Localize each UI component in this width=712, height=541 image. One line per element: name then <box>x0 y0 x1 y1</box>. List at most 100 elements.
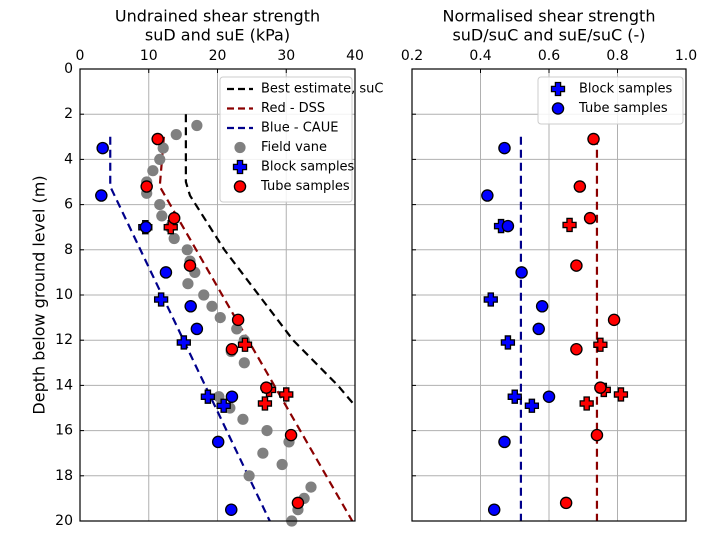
plot-frame <box>79 68 356 522</box>
legend-marker <box>551 102 565 115</box>
data-point <box>515 266 528 279</box>
data-point <box>237 413 249 425</box>
chart-title: Normalised shear strength <box>443 7 656 26</box>
data-point <box>613 387 629 402</box>
data-point <box>481 189 494 202</box>
data-point <box>279 387 294 402</box>
data-point <box>257 447 269 459</box>
y-tick-label: 20 <box>55 513 73 529</box>
y-tick-label: 0 <box>64 61 73 77</box>
x-tick-label: 20 <box>209 48 227 64</box>
data-point <box>260 381 273 394</box>
data-point <box>216 398 231 413</box>
data-point <box>206 300 218 312</box>
data-point <box>570 259 583 272</box>
data-point <box>590 428 604 442</box>
legend-label: Blue - CAUE <box>261 121 338 136</box>
data-point <box>163 220 178 235</box>
data-point <box>198 289 210 301</box>
legend-label: Block samples <box>261 160 355 175</box>
data-point <box>184 300 197 313</box>
data-point <box>305 481 317 493</box>
data-point <box>579 396 594 411</box>
legend-marker <box>233 180 247 193</box>
data-point <box>167 211 181 225</box>
data-point <box>95 189 108 202</box>
data-point <box>257 396 273 411</box>
data-point <box>231 313 245 327</box>
legend-box <box>537 76 684 125</box>
legend-marker <box>550 81 566 97</box>
data-point <box>190 322 204 336</box>
x-axis-label: suD/suC and suE/suC (-) <box>452 26 645 45</box>
data-point <box>140 180 153 193</box>
data-point <box>284 428 298 442</box>
data-point <box>483 292 498 307</box>
data-point <box>291 496 305 510</box>
data-point <box>231 323 243 335</box>
data-point <box>524 398 540 413</box>
data-point <box>224 503 238 516</box>
data-point <box>154 153 166 165</box>
data-point <box>593 337 608 352</box>
legend-label: Tube samples <box>578 101 668 116</box>
data-point <box>170 128 182 141</box>
data-point <box>583 211 597 225</box>
x-tick-label: 0 <box>76 48 85 64</box>
legend-label: Field vane <box>261 140 327 155</box>
y-tick-label: 14 <box>55 377 73 393</box>
plot-frame <box>411 68 687 522</box>
data-point <box>211 435 225 449</box>
data-point <box>200 389 216 404</box>
data-point <box>535 300 549 313</box>
data-point <box>276 458 288 471</box>
data-point <box>191 119 203 132</box>
data-point <box>487 503 501 516</box>
data-point <box>139 220 153 234</box>
x-tick-label: 10 <box>140 48 158 64</box>
data-point <box>501 219 515 233</box>
data-point <box>156 210 168 222</box>
data-point <box>532 322 545 336</box>
data-point <box>168 232 180 245</box>
data-point <box>157 142 169 154</box>
data-point <box>214 312 226 324</box>
legend-label: Best estimate, suC <box>261 82 383 97</box>
data-point <box>562 217 577 233</box>
legend-label: Block samples <box>579 82 673 97</box>
x-tick-label: 40 <box>346 48 364 64</box>
data-point <box>225 390 239 403</box>
data-point <box>151 132 164 146</box>
y-tick-label: 10 <box>55 287 73 303</box>
data-point <box>238 357 250 369</box>
y-tick-label: 4 <box>64 151 73 167</box>
data-point <box>147 165 159 177</box>
data-point <box>237 337 253 352</box>
data-point <box>594 381 607 394</box>
data-point <box>570 342 583 356</box>
y-tick-label: 8 <box>64 242 73 258</box>
y-tick-label: 18 <box>55 468 73 484</box>
data-point <box>498 141 511 155</box>
x-tick-label: 0.4 <box>469 48 491 64</box>
data-point <box>183 259 197 272</box>
legend-marker <box>234 141 246 154</box>
x-tick-label: 0.8 <box>606 48 628 64</box>
data-point <box>498 435 511 449</box>
data-point <box>500 335 516 350</box>
chart-title: Undrained shear strength <box>115 7 320 26</box>
data-point <box>225 342 239 356</box>
data-point <box>154 199 166 211</box>
dashed-line <box>109 136 271 522</box>
x-axis-label: suD and suE (kPa) <box>145 26 290 45</box>
data-point <box>96 141 109 155</box>
data-point <box>159 266 173 279</box>
data-point <box>176 335 191 350</box>
data-point <box>559 496 573 510</box>
x-tick-label: 1.0 <box>675 48 697 64</box>
data-point <box>243 470 255 482</box>
legend-label: Tube samples <box>260 179 350 194</box>
data-point <box>182 278 194 290</box>
dashed-line <box>184 114 356 407</box>
